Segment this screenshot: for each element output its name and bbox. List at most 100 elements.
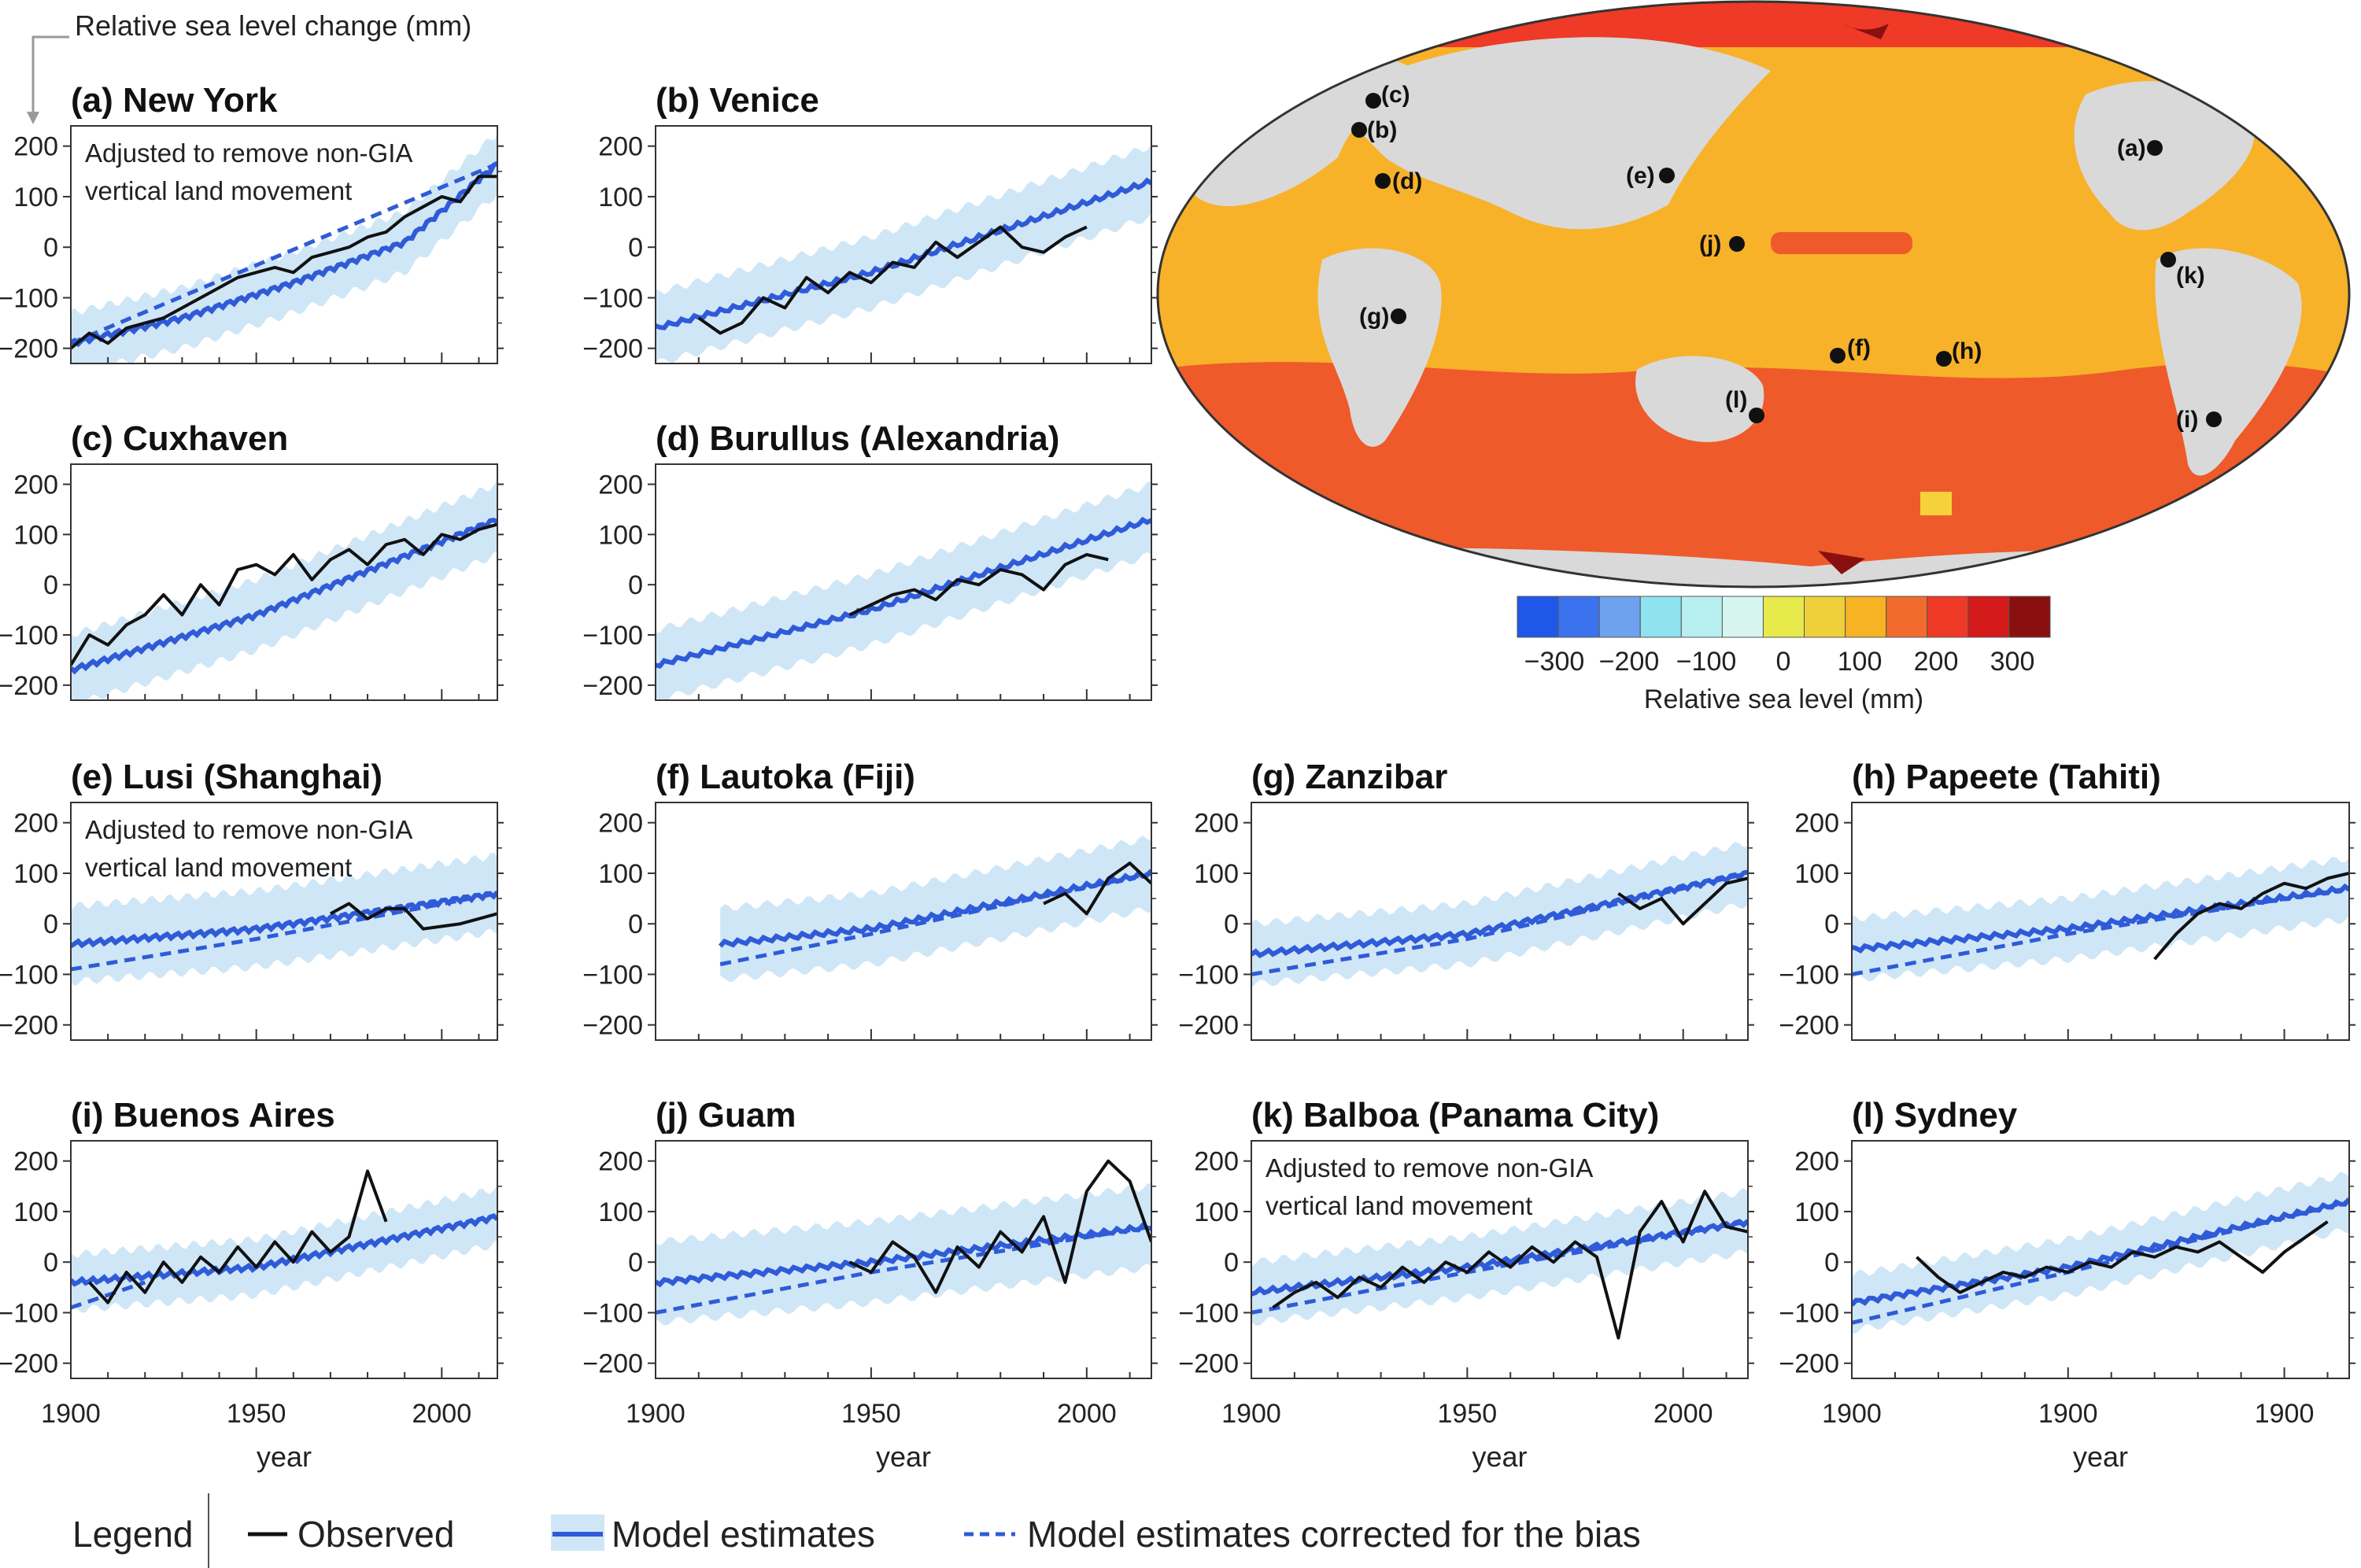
y-tick-label: 200 [1194,809,1239,839]
y-tick-label: 100 [13,520,58,550]
model-line [1852,883,2349,954]
panel-frame [70,1140,498,1379]
legend-model-bias-label: Model estimates corrected for the bias [1027,1514,1641,1555]
y-tick-label: −200 [582,671,643,701]
x-tick-label: 1900 [1822,1399,1882,1429]
map-outline [1156,0,2351,588]
y-tick-label: 200 [598,470,643,500]
panel-title: (i) Buenos Aires [71,1096,335,1134]
y-tick-label: 200 [1794,1147,1839,1177]
panel-frame [655,1140,1152,1379]
station-label: (b) [1367,117,1397,143]
colorbar-label: Relative sea level (mm) [1644,684,1923,714]
panel-4: (e) Lusi (Shanghai) 200 100 0 −100 −200 Adjust… [0,758,504,1041]
y-tick-label: −200 [0,671,58,701]
panel-2: (c) Cuxhaven 200 100 0 −100 −200 [0,419,504,701]
colorbar-cell [1557,596,1600,638]
panel-title: (k) Balboa (Panama City) [1251,1096,1659,1134]
observed-line [848,1159,1151,1294]
y-tick-label: −200 [582,1011,643,1041]
world-map: (a) (b) (c) (d) (e) (f) (g) (h) (i) (j) (k) (l) [1156,0,2351,588]
colorbar-cell [1517,596,1559,638]
station-label: (k) [2176,263,2205,289]
y-tick-label: −100 [582,621,643,651]
model-uncertainty-band [656,144,1151,363]
observed-line [1043,861,1151,916]
x-tick-label: 1900 [1221,1399,1281,1429]
station-label: (g) [1359,304,1389,330]
y-tick-label: 200 [1794,809,1839,839]
colorbar-cell [1680,596,1723,638]
station-label: (c) [1381,82,1410,108]
x-tick-label: 1900 [41,1399,101,1429]
y-tick-label: −100 [0,621,58,651]
y-tick-label: −100 [1779,1298,1839,1328]
colorbar-tick: 300 [1990,647,2035,677]
observed-line [71,175,497,350]
observed-line [1272,1190,1748,1340]
panel-11: (l) Sydney 200 100 0 −100 −200 1900 1900 1900 yea… [1779,1096,2355,1473]
y-tick-label: −100 [1779,960,1839,990]
y-tick-label: 200 [1194,1147,1239,1177]
station-dot [1375,173,1391,189]
panel-frame [1251,802,1749,1041]
y-tick-label: 0 [43,570,58,600]
y-tick-label: 100 [1794,859,1839,889]
colorbar-cell [1968,596,2010,638]
y-tick-label: 100 [13,183,58,212]
station-label: (h) [1952,338,1982,364]
y-tick-label: 0 [43,1248,58,1278]
y-tick-label: 200 [598,132,643,162]
station-label: (f) [1847,335,1871,361]
colorbar-tick: 200 [1914,647,1959,677]
station-dot [1351,122,1367,138]
model-uncertainty-band [71,135,497,363]
y-tick-label: 0 [1824,909,1839,939]
y-tick-label: −100 [582,1298,643,1328]
colorbar-tick: −200 [1599,647,1660,677]
legend-title: Legend [72,1514,194,1555]
panel-0: (a) New York 200 100 0 −100 −200 Adjusted to r… [0,81,504,364]
x-tick-label: 2000 [1653,1399,1713,1429]
observed-line [2153,872,2349,961]
panel-frame [70,125,498,364]
panel-10: (k) Balboa (Panama City) 200 100 0 −100 −200 1… [1178,1096,1754,1473]
station-dot [1391,308,1406,324]
panel-note: vertical land movement [1265,1191,1532,1220]
map-land-australia [1635,356,1764,442]
panel-5: (f) Lautoka (Fiji) 200 100 0 −100 −200 [582,758,1158,1041]
y-tick-label: 100 [1194,1197,1239,1227]
colorbar-tick: −300 [1524,647,1585,677]
x-tick-label: 1900 [2038,1399,2098,1429]
observed-line [71,522,497,666]
panel-frame [655,125,1152,364]
x-tick-label: 2000 [1057,1399,1117,1429]
model-bias-line [71,161,497,345]
colorbar-cell [1762,596,1805,638]
y-tick-label: 0 [1824,1248,1839,1278]
y-tick-label: −200 [0,1349,58,1379]
model-line [71,1213,497,1287]
legend-observed-label: Observed [297,1514,454,1555]
y-tick-label: 0 [628,233,643,263]
y-tick-label: −200 [1178,1349,1239,1379]
y-tick-label: 100 [598,183,643,212]
y-tick-label: 200 [13,470,58,500]
legend: Legend Observed Model estimates Model es… [72,1493,1641,1568]
panel-frame [1851,802,2350,1041]
model-line [1251,869,1748,958]
station-markers: (a) (b) (c) (d) (e) (f) (g) (h) (i) (j) (k) (l) [1351,82,2222,433]
x-tick-label: 1950 [841,1399,901,1429]
station-dot [2160,252,2176,267]
observed-line [848,552,1109,617]
panel-7: (h) Papeete (Tahiti) 200 100 0 −100 −200 [1779,758,2355,1041]
y-tick-label: −100 [0,283,58,313]
panel-title: (d) Burullus (Alexandria) [656,419,1059,458]
y-tick-label: 0 [628,570,643,600]
station-label: (d) [1392,168,1422,194]
station-label: (e) [1626,163,1655,189]
y-tick-label: −100 [0,960,58,990]
model-uncertainty-band [1852,857,2349,982]
model-line [71,517,497,675]
